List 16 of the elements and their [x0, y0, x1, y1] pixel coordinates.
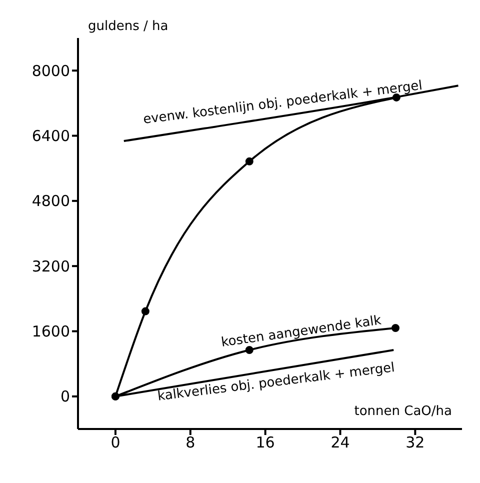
x-tick-label: 8 — [186, 434, 196, 452]
x-tick-label: 16 — [256, 434, 275, 452]
x-tick-label: 32 — [406, 434, 425, 452]
annotation: kosten aangewende kalk — [220, 313, 383, 351]
x-tick-label: 0 — [110, 434, 120, 452]
x-axis-title: tonnen CaO/ha — [354, 404, 452, 419]
annotation: kalkverlies obj. poederkalk + mergel — [156, 360, 396, 404]
y-tick-label: 1600 — [32, 322, 70, 341]
y-tick-label: 8000 — [32, 62, 70, 80]
y-tick-label: 4800 — [32, 192, 70, 210]
annotation: evenw. kostenlijn obj. poederkalk + mergel — [142, 78, 424, 128]
y-tick-label: 0 — [60, 388, 70, 406]
x-tick-label: 24 — [330, 434, 350, 452]
y-axis-title: guldens / ha — [88, 19, 168, 34]
y-tick-label: 3200 — [32, 257, 70, 276]
y-tick-label: 6400 — [32, 127, 70, 146]
